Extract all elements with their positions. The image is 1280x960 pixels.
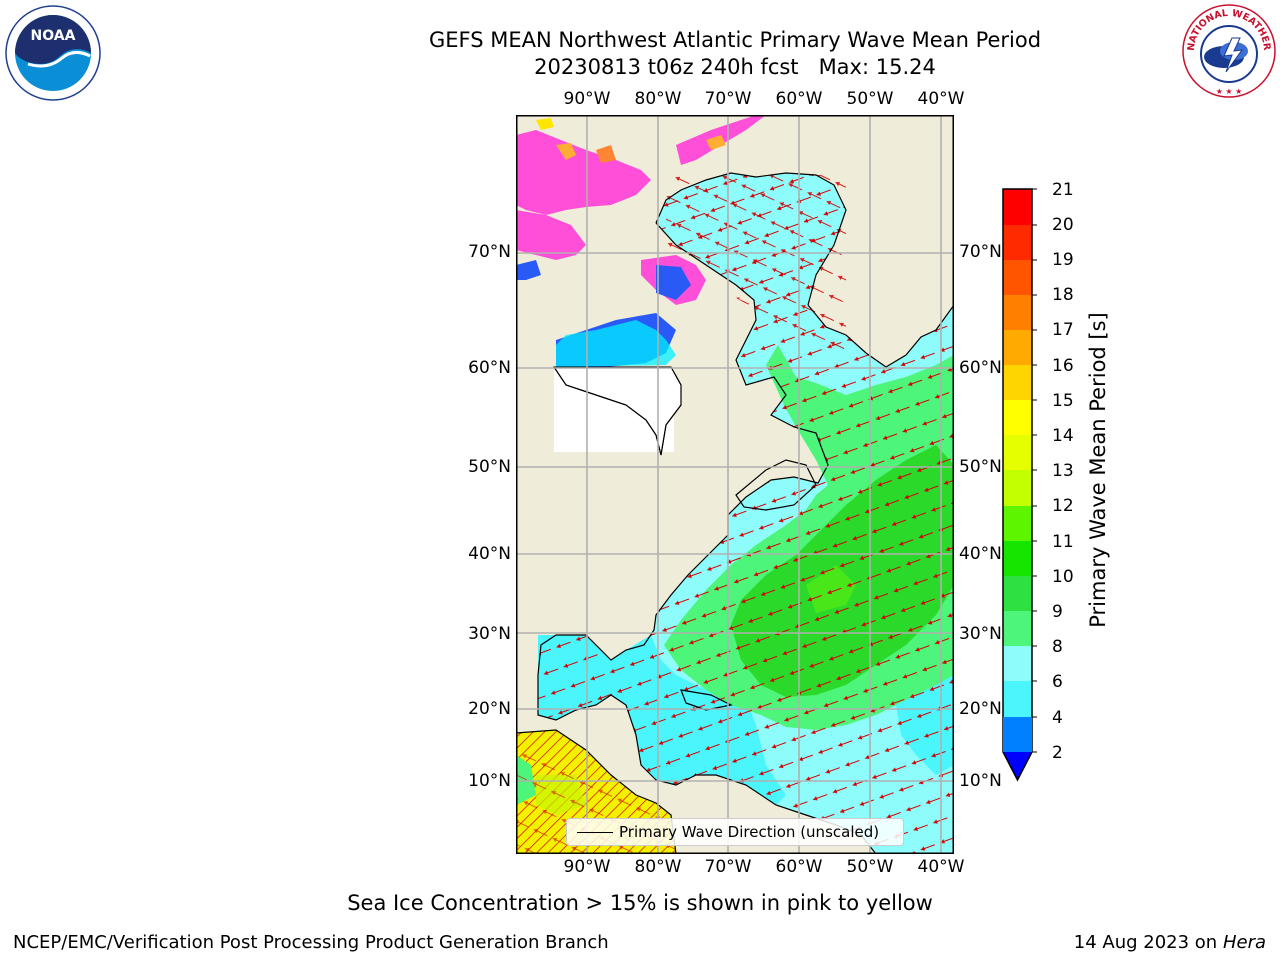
wave-direction-arrows bbox=[538, 173, 954, 854]
lon-label-top: 90°W bbox=[563, 89, 611, 109]
lat-label-left: 10°N bbox=[468, 771, 511, 791]
lat-label-right: 40°N bbox=[959, 544, 1002, 564]
producer-credit: NCEP/EMC/Verification Post Processing Pr… bbox=[13, 932, 609, 953]
colorbar-tick: 9 bbox=[1052, 602, 1063, 622]
colorbar-under-arrow bbox=[1003, 752, 1032, 780]
lat-label-left: 30°N bbox=[468, 624, 511, 644]
lon-label-top: 70°W bbox=[704, 89, 752, 109]
colorbar-tick: 21 bbox=[1052, 180, 1074, 200]
svg-text:★ ★ ★: ★ ★ ★ bbox=[1216, 87, 1243, 96]
sea-ice-caption: Sea Ice Concentration > 15% is shown in … bbox=[347, 891, 933, 915]
map-frame bbox=[516, 115, 954, 854]
lon-label-top: 80°W bbox=[634, 89, 682, 109]
colorbar-tick: 12 bbox=[1052, 496, 1074, 516]
chart-subtitle: 20230813 t06z 240h fcst Max: 15.24 bbox=[534, 55, 936, 79]
lat-label-left: 60°N bbox=[468, 358, 511, 378]
host-name: Hera bbox=[1222, 932, 1266, 953]
coastlines bbox=[516, 172, 954, 854]
lon-label-top: 50°W bbox=[846, 89, 894, 109]
lat-label-right: 20°N bbox=[959, 699, 1002, 719]
colorbar-tick: 13 bbox=[1052, 461, 1074, 481]
lat-label-left: 70°N bbox=[468, 242, 511, 262]
date-text: 14 Aug 2023 on bbox=[1073, 932, 1218, 953]
colorbar-tick: 15 bbox=[1052, 391, 1074, 411]
colorbar-tick: 11 bbox=[1052, 532, 1074, 552]
colorbar-tick: 17 bbox=[1052, 320, 1074, 340]
colorbar-tick: 2 bbox=[1052, 743, 1063, 763]
colorbar-tick: 19 bbox=[1052, 250, 1074, 270]
colorbar-tick: 10 bbox=[1052, 567, 1074, 587]
colorbar-tick: 8 bbox=[1052, 637, 1063, 657]
chart-title: GEFS MEAN Northwest Atlantic Primary Wav… bbox=[428, 28, 1042, 52]
map-gridlines bbox=[516, 115, 954, 854]
wave-period-map[interactable] bbox=[516, 115, 954, 854]
lon-label-bottom: 50°W bbox=[846, 857, 894, 877]
colorbar-tick: 6 bbox=[1052, 672, 1063, 692]
lat-label-right: 50°N bbox=[959, 457, 1002, 477]
colorbar-label: Primary Wave Mean Period [s] bbox=[1086, 312, 1110, 628]
lon-label-bottom: 90°W bbox=[563, 857, 611, 877]
map-legend: Primary Wave Direction (unscaled) bbox=[566, 818, 904, 846]
lon-label-bottom: 60°W bbox=[775, 857, 823, 877]
noaa-logo-text: NOAA bbox=[31, 28, 76, 44]
colorbar-tick: 4 bbox=[1052, 708, 1063, 728]
lat-label-left: 50°N bbox=[468, 457, 511, 477]
lat-label-right: 70°N bbox=[959, 242, 1002, 262]
lat-label-left: 20°N bbox=[468, 699, 511, 719]
noaa-logo-icon: NOAA bbox=[5, 5, 101, 101]
legend-line-icon bbox=[577, 832, 613, 833]
lat-label-right: 10°N bbox=[959, 771, 1002, 791]
lon-label-top: 60°W bbox=[775, 89, 823, 109]
colorbar-tick: 16 bbox=[1052, 356, 1074, 376]
colorbar-tick: 14 bbox=[1052, 426, 1074, 446]
lon-label-top: 40°W bbox=[917, 89, 965, 109]
colorbar bbox=[1002, 188, 1037, 782]
legend-text: Primary Wave Direction (unscaled) bbox=[619, 823, 880, 841]
lon-label-bottom: 40°W bbox=[917, 857, 965, 877]
lat-label-right: 60°N bbox=[959, 358, 1002, 378]
lon-label-bottom: 70°W bbox=[704, 857, 752, 877]
lat-label-right: 30°N bbox=[959, 624, 1002, 644]
colorbar-tick: 20 bbox=[1052, 215, 1074, 235]
nws-logo-icon: NATIONAL WEATHER SERVICE ★ ★ ★ bbox=[1180, 2, 1276, 98]
generation-date: 14 Aug 2023 on Hera bbox=[1074, 932, 1266, 953]
sea-ice-overlay bbox=[516, 115, 766, 305]
colorbar-tick: 18 bbox=[1052, 285, 1074, 305]
lat-label-left: 40°N bbox=[468, 544, 511, 564]
lon-label-bottom: 80°W bbox=[634, 857, 682, 877]
